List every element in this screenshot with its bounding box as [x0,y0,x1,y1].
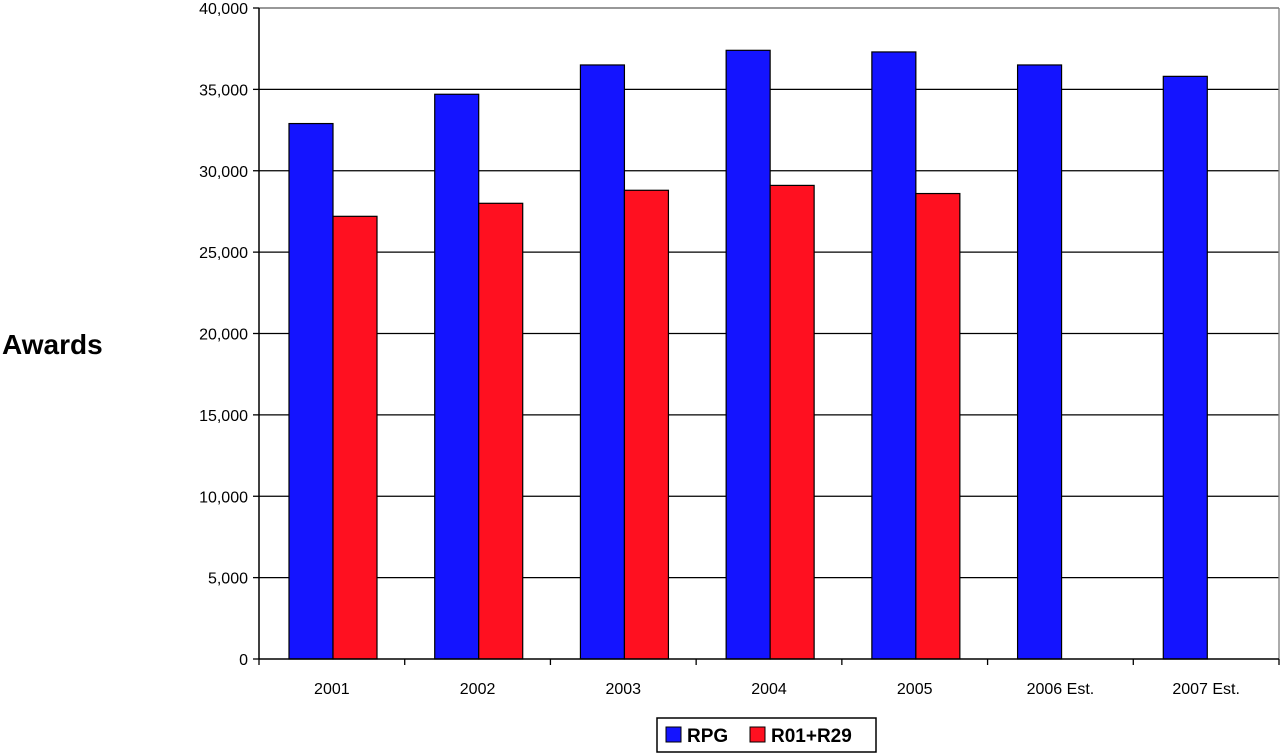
y-tick-label: 25,000 [199,245,248,262]
x-tick-label: 2006 Est. [1027,681,1095,698]
bar-r01-r29-2005 [915,192,961,660]
bars [288,49,1208,660]
y-tick-label: 15,000 [199,408,248,425]
y-tick-label: 20,000 [199,327,248,344]
bar-rpg-2001 [288,122,334,660]
y-axis-label: Awards [2,329,103,360]
x-tick-label: 2007 Est. [1172,681,1240,698]
bar-rpg-2007-est- [1162,75,1208,660]
axes [253,7,1280,665]
y-tick-labels: 0 5,000 10,000 15,000 20,000 25,000 30,000 35,0… [199,1,248,669]
legend: RPG R01+R29 [656,717,877,753]
legend-box [656,717,877,753]
x-tick-label: 2001 [314,681,350,698]
bar-rpg-2005 [871,51,917,660]
y-tick-label: 10,000 [199,489,248,506]
x-tick-label: 2003 [605,681,641,698]
y-tick-label: 5,000 [208,571,248,588]
bar-r01-r29-2004 [769,184,815,660]
x-tick-label: 2002 [460,681,496,698]
y-tick-label: 40,000 [199,1,248,18]
legend-swatch [665,726,682,743]
y-tick-label: 30,000 [199,164,248,181]
x-tick-label: 2005 [897,681,933,698]
y-tick-label: 35,000 [199,82,248,99]
legend-label: RPG [687,726,728,747]
bar-r01-r29-2001 [332,215,378,660]
y-tick-label: 0 [239,652,248,669]
bar-rpg-2003 [579,64,626,660]
legend-swatch [749,726,766,743]
bar-rpg-2002 [434,93,480,660]
bar-r01-r29-2003 [623,189,670,660]
x-tick-labels: 2001 2002 2003 2004 2005 2006 Est. 2007 Est. [314,681,1240,698]
bar-rpg-2006-est- [1016,64,1063,660]
bar-r01-r29-2002 [478,202,524,660]
x-tick-label: 2004 [751,681,787,698]
legend-label: R01+R29 [771,726,852,747]
bar-rpg-2004 [725,49,771,660]
